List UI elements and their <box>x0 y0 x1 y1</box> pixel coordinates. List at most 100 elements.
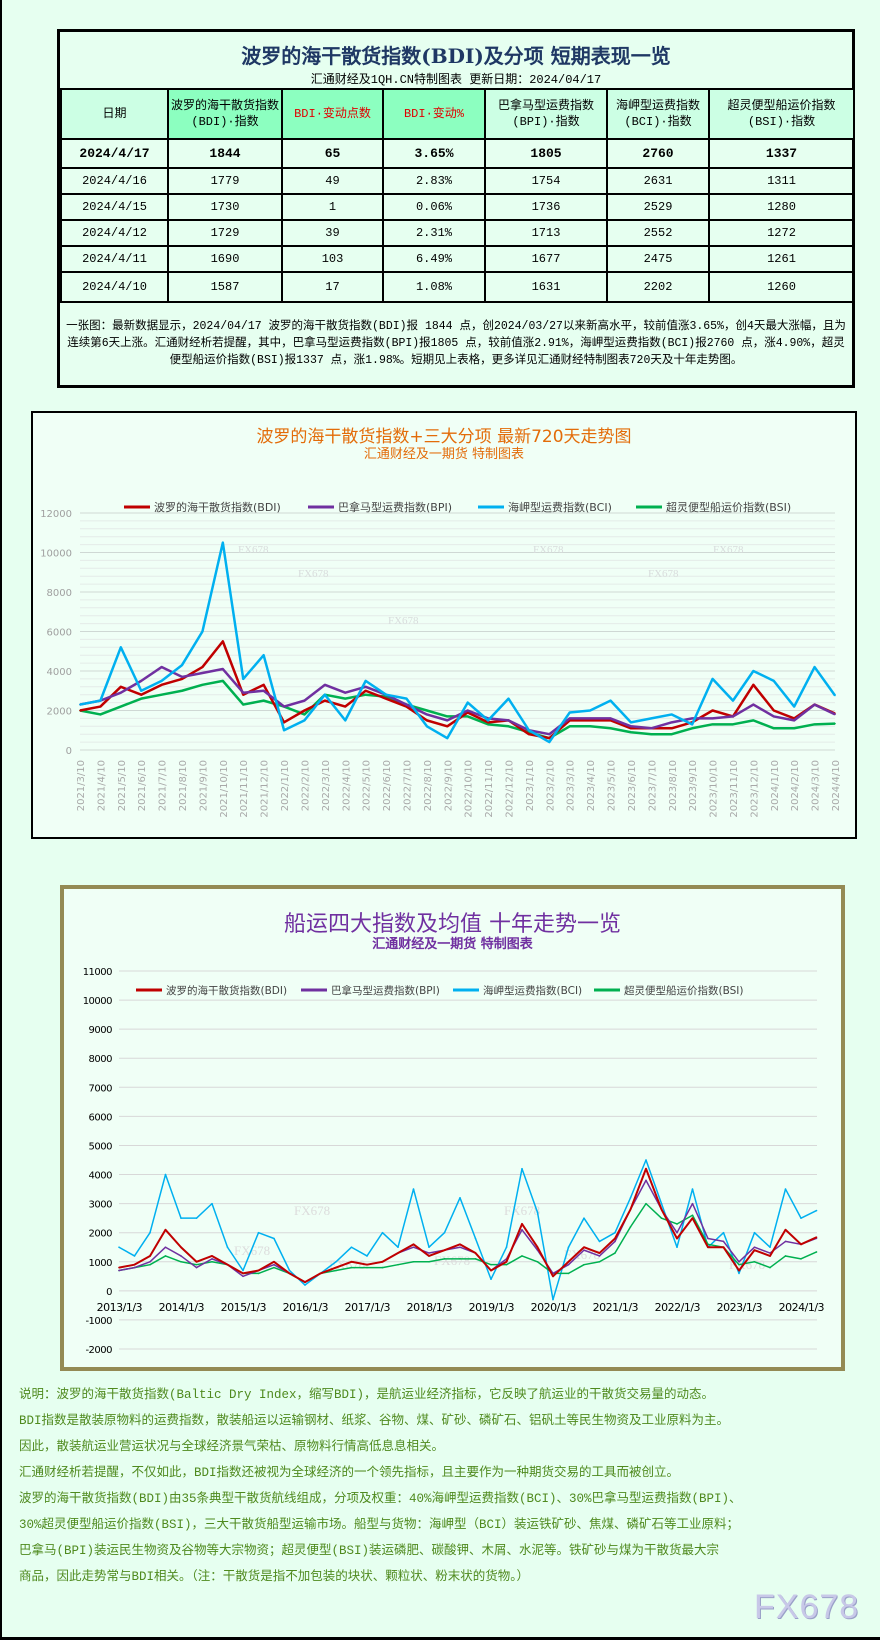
data-point-bdi <box>711 709 714 712</box>
data-point-bdi <box>257 1269 260 1272</box>
data-point-bpi <box>283 705 285 708</box>
header-date: 日期 <box>60 88 169 140</box>
data-point-bci <box>381 1231 384 1234</box>
data-point-bsi <box>490 1263 492 1266</box>
legend-label-bci: 海岬型运费指数(BCI) <box>483 984 582 997</box>
header-bdi-change-points: BDI·变动点数 <box>281 88 384 140</box>
y-tick-label: -2000 <box>85 1345 112 1356</box>
data-point-bdi <box>487 721 489 724</box>
data-point-bpi <box>133 1266 136 1269</box>
data-point-bsi <box>474 1258 477 1260</box>
data-point-bdi <box>335 1266 337 1269</box>
data-point-bci <box>405 697 408 700</box>
data-point-bdi <box>738 1269 740 1272</box>
x-tick-label: 2023/6/10 <box>627 760 638 811</box>
data-point-bsi <box>772 727 775 730</box>
data-point-bsi <box>335 1269 337 1272</box>
x-tick-label: 2019/1/3 <box>469 1301 515 1314</box>
data-point-bpi <box>222 668 224 670</box>
y-tick-label: 7000 <box>89 1083 113 1094</box>
data-point-bpi <box>630 725 632 728</box>
data-point-bsi <box>366 1266 368 1269</box>
data-point-bci <box>140 689 143 692</box>
description-line: 汇通财经析若提醒，不仅如此，BDI指数还被视为全球经济的一个领先指标，且主要作为… <box>19 1466 680 1480</box>
data-point-bpi <box>211 1258 213 1260</box>
data-point-bci <box>149 1231 151 1234</box>
x-tick-label: 2023/4/10 <box>586 760 597 811</box>
y-tick-label: 0 <box>66 746 72 757</box>
data-point-bci <box>834 694 836 697</box>
data-point-bci <box>536 1211 539 1214</box>
data-point-bpi <box>609 717 612 720</box>
data-point-bpi <box>752 703 755 706</box>
table-cell: 0.06% <box>382 193 486 221</box>
table-cell: 1260 <box>708 271 855 303</box>
table-cell: 1 <box>281 193 384 221</box>
description-line: 说明：波罗的海干散货指数(Baltic Dry Index，缩写BDI)，是航运… <box>19 1388 715 1402</box>
data-point-bdi <box>242 693 245 696</box>
x-tick-label: 2016/1/3 <box>283 1301 329 1314</box>
data-point-bci <box>598 1240 601 1243</box>
y-tick-label: 6000 <box>89 1112 113 1123</box>
data-point-bsi <box>149 1263 151 1266</box>
data-point-bpi <box>140 680 143 682</box>
data-point-bpi <box>614 1240 616 1243</box>
data-point-bdi <box>160 684 163 686</box>
data-point-bci <box>521 1167 523 1170</box>
table-row: 2024/4/10 1587 17 1.08% 1631 2202 1260 <box>60 271 855 303</box>
legend-label-bdi: 波罗的海干散货指数(BDI) <box>166 984 287 997</box>
data-point-bsi <box>459 1258 461 1260</box>
bdi-summary-panel: 波罗的海干散货指数(BDI)及分项 短期表现一览 汇通财经及1QH.CN特制图表… <box>57 29 855 388</box>
x-tick-label: 2021/7/10 <box>158 760 169 811</box>
data-point-bci <box>118 1246 120 1249</box>
data-point-bci <box>711 678 714 680</box>
data-point-bpi <box>521 1228 523 1231</box>
data-point-bpi <box>459 1246 461 1249</box>
data-point-bci <box>813 666 816 668</box>
data-point-bsi <box>691 727 693 730</box>
data-point-bdi <box>180 1246 182 1249</box>
x-tick-label: 2022/5/10 <box>362 760 373 811</box>
x-tick-label: 2023/7/10 <box>647 760 658 811</box>
data-point-bdi <box>426 719 428 722</box>
x-tick-label: 2023/10/10 <box>709 760 720 818</box>
data-point-bsi <box>676 1223 678 1225</box>
x-tick-label: 2024/1/3 <box>779 1301 825 1314</box>
x-tick-label: 2013/1/3 <box>97 1301 143 1314</box>
data-point-bsi <box>784 1255 787 1257</box>
description-line: BDI指数是散装原物料的运费指数，散装船运以运输钢材、纸浆、谷物、煤、矿砂、磷矿… <box>19 1414 730 1428</box>
data-point-bdi <box>242 1272 244 1275</box>
x-tick-label: 2022/10/10 <box>464 760 475 818</box>
data-point-bsi <box>583 1263 585 1266</box>
data-point-bdi <box>211 1255 213 1257</box>
data-point-bci <box>815 1209 818 1212</box>
y-tick-label: 4000 <box>89 1171 113 1182</box>
table-cell: 2024/4/11 <box>60 245 169 273</box>
x-tick-label: 2022/1/3 <box>655 1301 701 1314</box>
data-point-bsi <box>650 733 653 735</box>
data-point-bdi <box>273 1260 275 1263</box>
data-point-bci <box>629 1197 632 1199</box>
x-tick-label: 2023/1/10 <box>525 760 536 811</box>
data-point-bdi <box>459 1243 461 1246</box>
y-tick-label: 10000 <box>40 549 72 560</box>
data-point-bpi <box>711 717 714 720</box>
data-point-bpi <box>426 713 428 716</box>
x-tick-label: 2021/6/10 <box>137 760 148 811</box>
data-point-bci <box>133 1255 136 1257</box>
x-tick-label: 2022/7/10 <box>402 760 413 811</box>
data-point-bsi <box>195 1263 198 1266</box>
data-point-bci <box>490 1278 492 1281</box>
table-row: 2024/4/17 1844 65 3.65% 1805 2760 1337 <box>60 138 855 169</box>
table-title: 波罗的海干散货指数(BDI)及分项 短期表现一览 <box>241 44 671 68</box>
data-point-bpi <box>645 1179 647 1182</box>
table-cell: 103 <box>281 245 384 273</box>
data-point-bdi <box>443 1249 446 1251</box>
table-cell: 3.65% <box>382 138 486 169</box>
data-point-bdi <box>505 1260 508 1263</box>
legend-label-bdi: 波罗的海干散货指数(BDI) <box>154 500 281 514</box>
table-header-row: 日期 波罗的海干散货指数(BDI)·指数 BDI·变动点数 BDI·变动% 巴拿… <box>60 88 855 140</box>
data-point-bsi <box>753 1260 756 1263</box>
data-point-bpi <box>650 727 653 730</box>
data-point-bpi <box>583 1249 585 1251</box>
